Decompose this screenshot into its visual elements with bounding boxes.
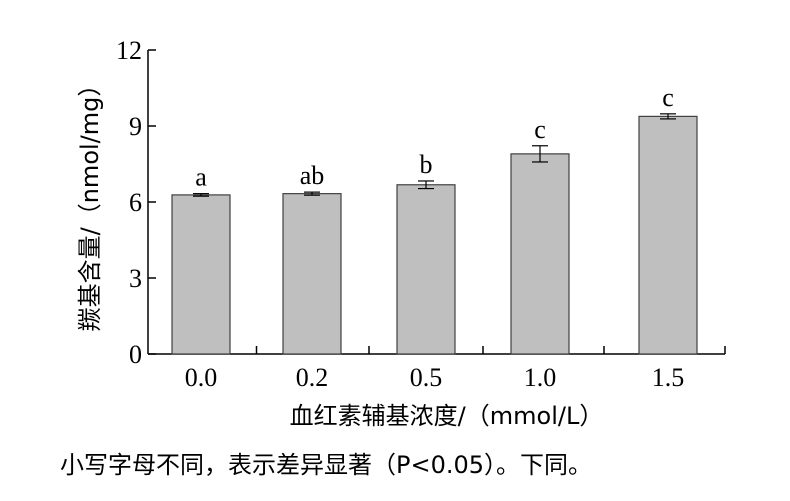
significance-label: ab [300,161,325,190]
bars: a ab b c c [171,83,698,355]
significance-label: a [195,163,207,192]
significance-label: c [534,115,546,144]
x-axis-title: 血红素辅基浓度/（mmol/L） [290,402,604,430]
bar [510,153,570,355]
significance-label: c [662,83,674,112]
x-tick-label: 0.0 [185,363,218,392]
y-axis-title: 羰基含量/（nmol/mg） [76,73,104,332]
x-tick-label: 1.0 [524,363,557,392]
y-tick-label: 0 [129,340,142,369]
y-tick-label: 3 [129,264,142,293]
bar [282,193,342,355]
y-tick-label: 9 [129,112,142,141]
y-tick-label: 6 [129,188,142,217]
x-tick-label: 0.2 [296,363,329,392]
bar-chart: 0 3 6 9 12 0.0 0.2 0.5 1.0 1.5 a ab b c c 羰基含量/（nmol… [76,36,726,430]
x-axis: 0.0 0.2 0.5 1.0 1.5 [148,346,726,392]
footnote: 小写字母不同，表示差异显著（P<0.05）。下同。 [60,451,593,479]
x-tick-label: 1.5 [652,363,685,392]
bar [396,184,456,355]
y-axis: 0 3 6 9 12 [116,36,156,369]
y-tick-label: 12 [116,36,142,65]
bar [638,115,698,355]
x-tick-label: 0.5 [410,363,443,392]
significance-label: b [420,150,433,179]
bar [171,194,231,355]
